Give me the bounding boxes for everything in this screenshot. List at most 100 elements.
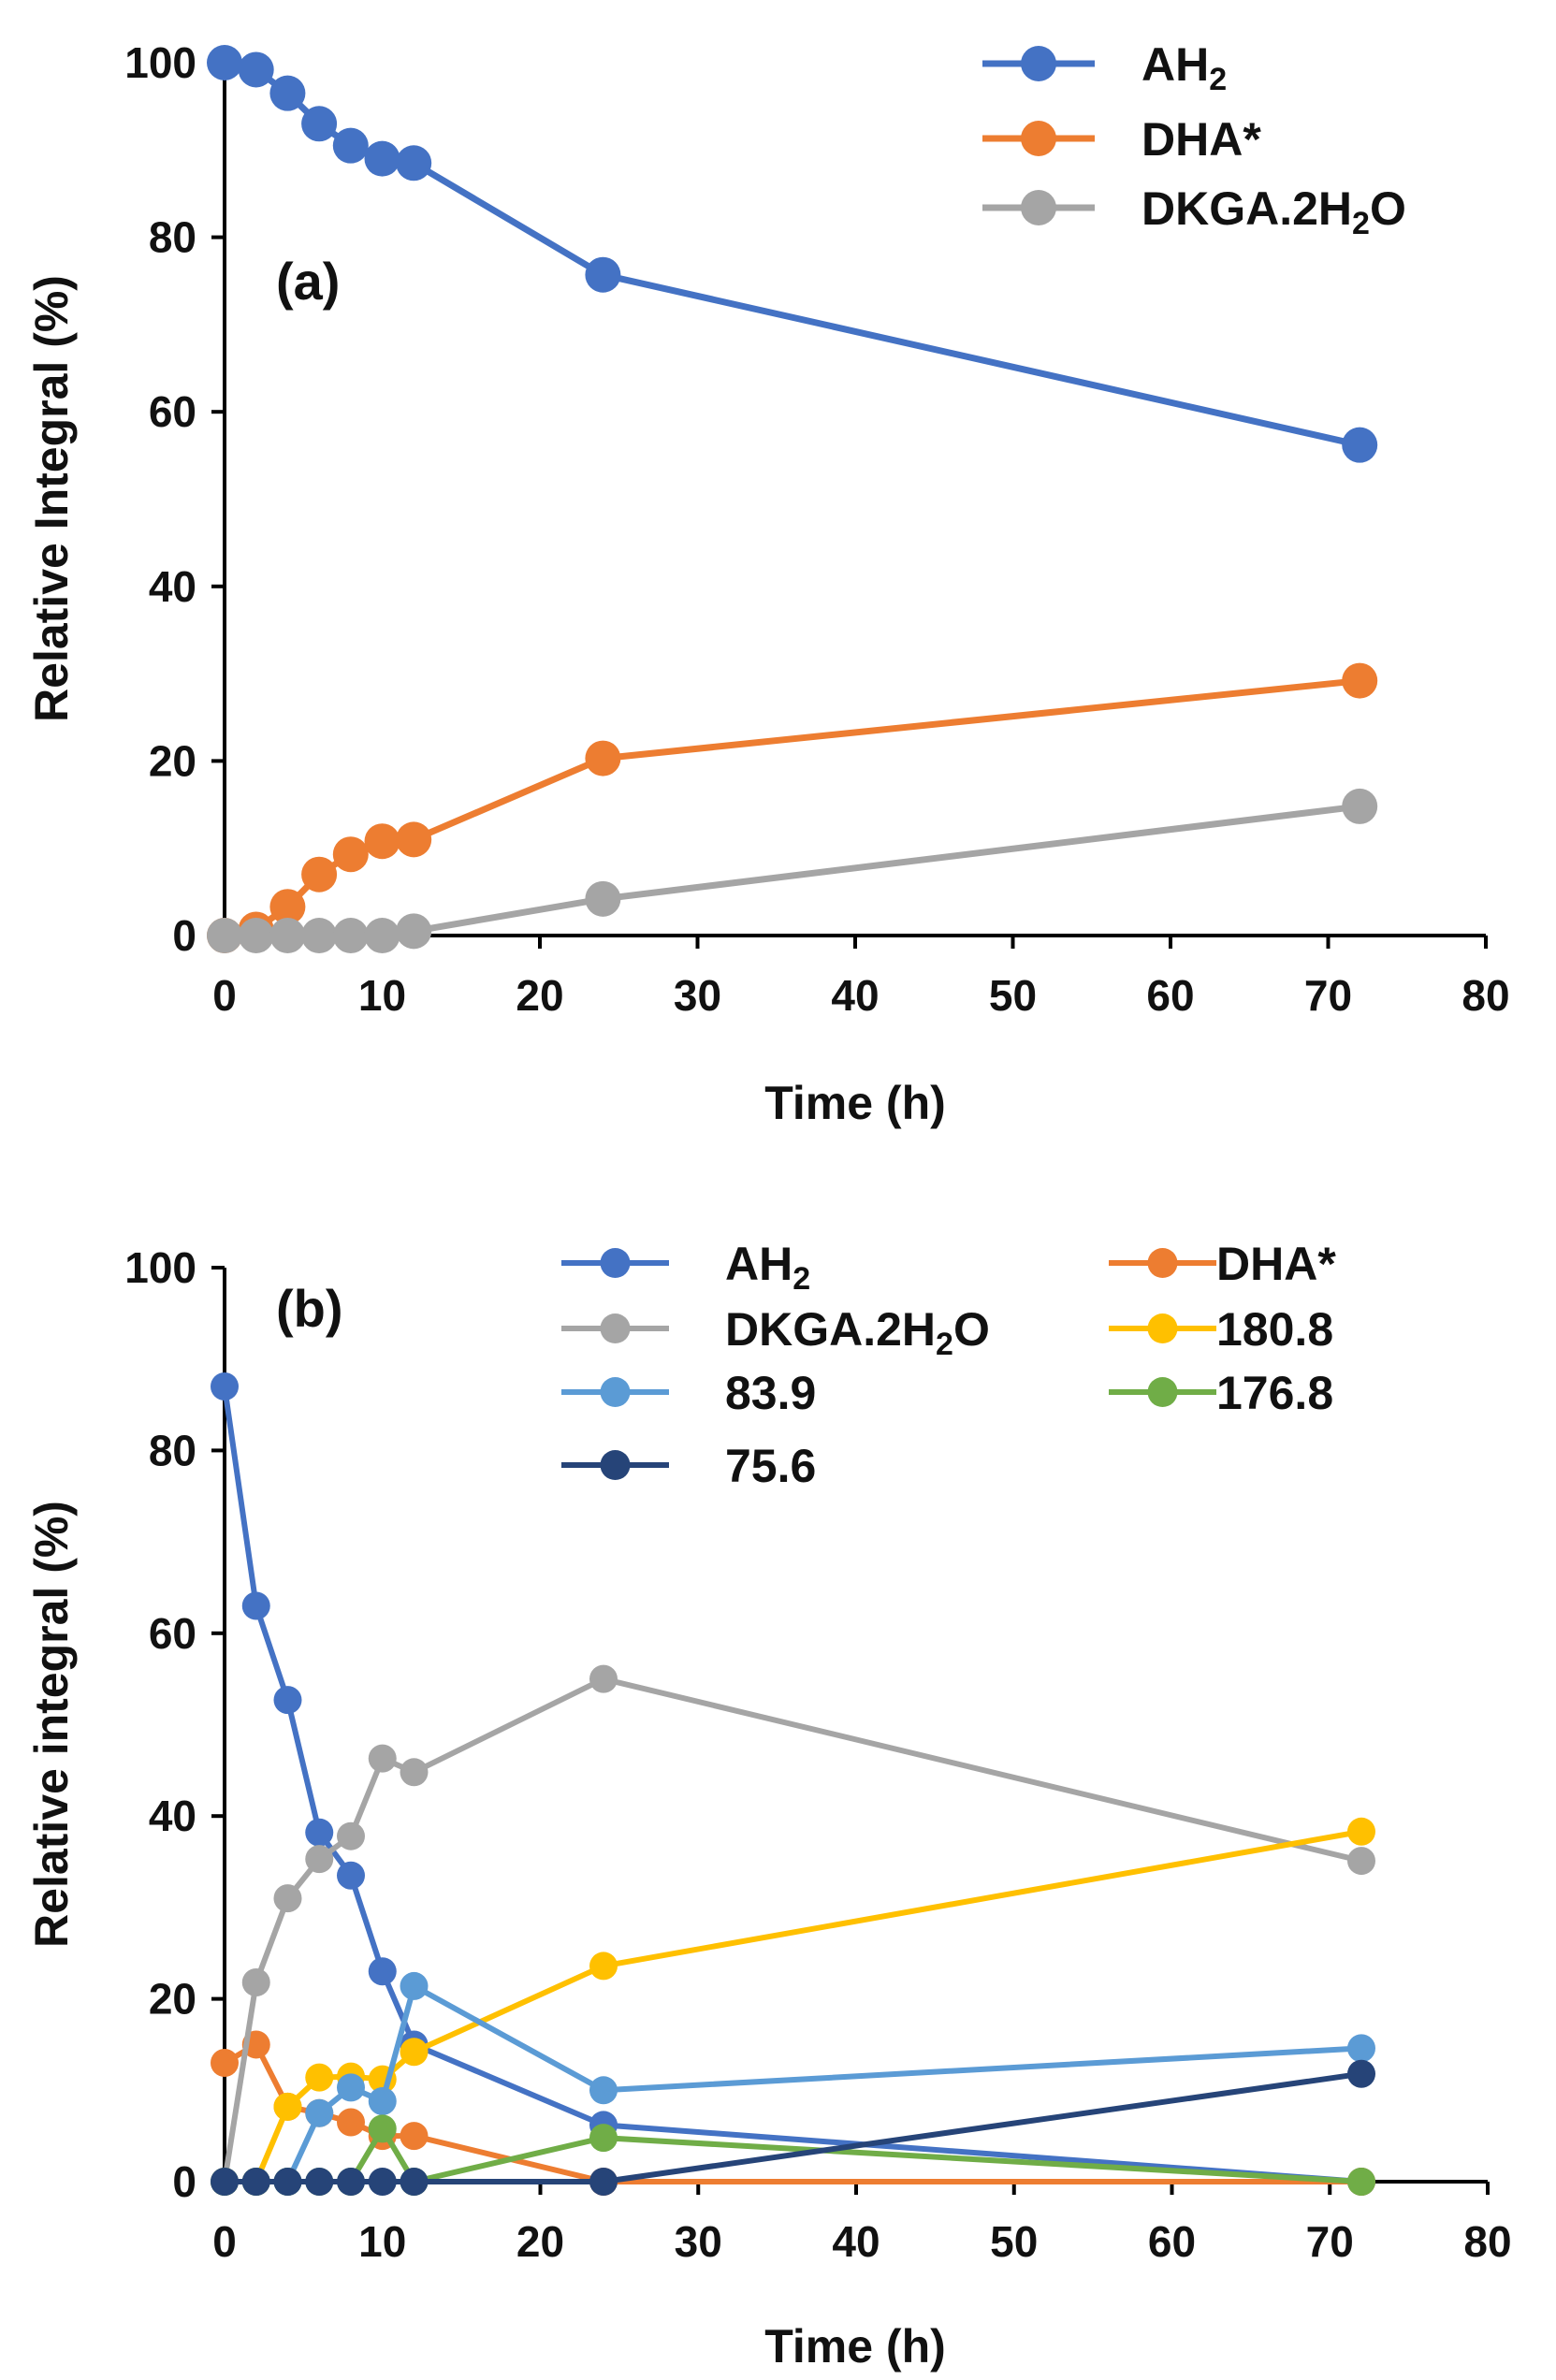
legend-marker (600, 1313, 631, 1343)
y-tick-label: 60 (149, 1609, 196, 1658)
data-point (273, 1884, 302, 1913)
legend-marker (1021, 121, 1056, 156)
data-point (1347, 1817, 1375, 1846)
legend-label: 180.8 (1216, 1303, 1333, 1356)
x-tick-label: 30 (675, 2217, 722, 2266)
data-point (241, 2168, 270, 2196)
data-point (589, 2076, 618, 2105)
data-point (1347, 2059, 1375, 2088)
x-tick-label: 30 (674, 971, 721, 1020)
x-tick-label: 70 (1306, 2217, 1354, 2266)
data-point (368, 2114, 397, 2143)
data-point (337, 2168, 365, 2196)
x-tick-label: 50 (989, 971, 1037, 1020)
chart-panel-a: 0 20 40 60 80 100 0 10 20 30 40 50 60 70 80 Time (h) Rel… (25, 38, 1510, 1129)
legend-label: AH2 (1142, 38, 1227, 97)
chart-panel-b: 0 20 40 60 80 100 0 10 20 30 40 50 60 70 80 Time (h) Rel… (25, 1238, 1512, 2373)
y-tick-label: 0 (172, 2157, 196, 2206)
data-point (337, 1861, 365, 1890)
data-point (207, 45, 242, 80)
x-tick-label: 20 (516, 2217, 564, 2266)
data-point (241, 1968, 270, 1997)
data-point (1347, 1847, 1375, 1876)
y-tick-label: 20 (149, 736, 196, 785)
data-point (400, 1758, 429, 1787)
data-point (364, 918, 400, 953)
x-tick-label: 10 (358, 971, 406, 1020)
legend-marker (1147, 1248, 1178, 1278)
x-tick-label: 80 (1463, 2217, 1511, 2266)
legend-label: AH2 (725, 1238, 810, 1297)
y-tick-label: 100 (124, 1243, 196, 1292)
data-point (332, 127, 369, 164)
x-tick-label: 40 (832, 2217, 880, 2266)
legend-label: DHA* (1142, 113, 1261, 166)
data-point (589, 1664, 618, 1693)
series-0 (207, 45, 1378, 463)
y-tick-label: 40 (149, 562, 196, 611)
data-point (273, 2168, 302, 2196)
data-point (1342, 662, 1378, 699)
data-point (269, 75, 306, 111)
y-axis-title: Relative Integral (%) (25, 275, 78, 722)
x-tick-label: 50 (990, 2217, 1038, 2266)
data-point (337, 1821, 365, 1850)
legend-marker (1147, 1377, 1178, 1407)
legend: AH2 DHA* DKGA.2H2O (982, 38, 1406, 241)
data-point (585, 256, 621, 293)
data-point (241, 1591, 270, 1620)
x-axis-title: Time (h) (764, 1077, 946, 1129)
data-point (589, 2168, 618, 2196)
data-point (305, 2063, 334, 2092)
data-point (364, 140, 400, 177)
data-point (305, 1845, 334, 1874)
legend-marker (600, 1450, 631, 1480)
data-point (301, 856, 338, 892)
data-point (211, 2168, 239, 2196)
data-point (211, 1372, 239, 1401)
data-point (305, 1818, 334, 1847)
data-point (1347, 2168, 1375, 2196)
legend-marker (1021, 46, 1056, 81)
x-tick-label: 0 (212, 971, 237, 1020)
data-point (368, 2087, 397, 2116)
data-point (305, 2098, 334, 2127)
data-point (400, 1971, 429, 2000)
data-point (238, 51, 274, 88)
data-point (238, 918, 274, 953)
data-point (400, 2122, 429, 2151)
panel-label: (a) (276, 252, 340, 311)
data-point (368, 2168, 397, 2196)
x-tick-label: 60 (1146, 971, 1194, 1020)
legend-label: 75.6 (725, 1440, 816, 1492)
data-point (585, 880, 621, 917)
x-tick-label: 80 (1461, 971, 1509, 1020)
x-tick-label: 0 (212, 2217, 237, 2266)
data-point (273, 1686, 302, 1715)
y-tick-label: 40 (149, 1792, 196, 1840)
data-point (364, 823, 400, 860)
data-point (589, 2124, 618, 2153)
data-point (368, 1744, 397, 1773)
data-point (332, 918, 369, 953)
data-point (396, 821, 432, 858)
data-point (589, 1952, 618, 1981)
y-tick-label: 0 (172, 911, 196, 960)
y-axis-title: Relative integral (%) (25, 1501, 78, 1948)
data-point (337, 2073, 365, 2102)
legend-label: DKGA.2H2O (725, 1303, 990, 1362)
panel-label: (b) (276, 1279, 343, 1338)
data-point (211, 2048, 239, 2077)
x-tick-label: 60 (1148, 2217, 1196, 2266)
series-6 (211, 2059, 1375, 2196)
data-point (305, 2168, 334, 2196)
data-point (332, 836, 369, 873)
legend-marker (600, 1377, 631, 1407)
legend-label: 83.9 (725, 1367, 816, 1419)
y-tick-label: 100 (124, 38, 196, 87)
data-point (585, 740, 621, 776)
x-tick-label: 70 (1304, 971, 1352, 1020)
y-tick-label: 80 (149, 1426, 196, 1474)
x-axis-title: Time (h) (764, 2320, 946, 2373)
